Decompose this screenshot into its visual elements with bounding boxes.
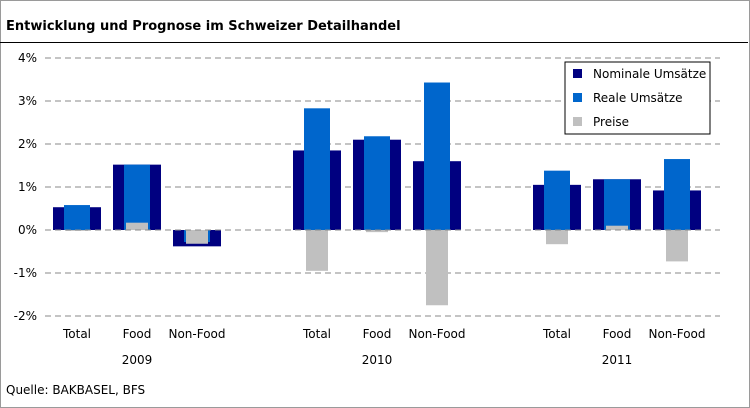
y-tick-label: 4% — [18, 51, 37, 65]
bar-preise-2011-food — [606, 225, 628, 230]
x-category-label: Total — [302, 327, 331, 341]
x-year-label: 2011 — [602, 353, 633, 367]
bar-preise-2009-non-food — [186, 230, 208, 244]
bar-preise-2009-food — [126, 222, 148, 230]
x-category-label: Food — [603, 327, 632, 341]
bar-preise-2010-non-food — [426, 230, 448, 306]
legend-label: Preise — [593, 115, 629, 129]
legend-swatch — [573, 93, 582, 102]
x-category-label: Food — [123, 327, 152, 341]
x-axis: Total Food Non-Food 2009 Total Food Non-Food 20… — [62, 327, 706, 367]
bar-reale-ums-tze-2011-food — [604, 179, 630, 230]
y-tick-label: 2% — [18, 137, 37, 151]
bar-reale-ums-tze-2010-food — [364, 136, 390, 230]
source-note: Quelle: BAKBASEL, BFS — [6, 383, 146, 397]
bar-preise-2010-food — [366, 230, 388, 233]
y-tick-label: -1% — [14, 266, 37, 280]
bar-preise-2010-total — [306, 230, 328, 271]
legend-box — [564, 61, 711, 135]
y-tick-label: 0% — [18, 223, 37, 237]
chart-title: Entwicklung und Prognose im Schweizer De… — [6, 19, 401, 34]
bar-reale-ums-tze-2010-total — [304, 108, 330, 230]
x-category-label: Non-Food — [408, 327, 465, 341]
x-category-label: Total — [62, 327, 91, 341]
y-tick-label: 3% — [18, 94, 37, 108]
bar-reale-ums-tze-2009-food — [124, 164, 150, 230]
bar-reale-ums-tze-2009-total — [64, 205, 90, 230]
x-year-label: 2010 — [362, 353, 393, 367]
bars — [45, 82, 720, 306]
x-year-label: 2009 — [122, 353, 153, 367]
bar-preise-2011-total — [546, 230, 568, 245]
bar-reale-ums-tze-2011-non-food — [664, 159, 690, 230]
y-tick-label: 1% — [18, 180, 37, 194]
x-category-label: Non-Food — [168, 327, 225, 341]
legend-swatch — [573, 117, 582, 126]
x-category-label: Non-Food — [648, 327, 705, 341]
bar-preise-2011-non-food — [666, 230, 688, 262]
y-tick-label: -2% — [14, 309, 37, 323]
legend-label: Nominale Umsätze — [593, 67, 706, 81]
x-category-label: Total — [542, 327, 571, 341]
legend-swatch — [573, 69, 582, 78]
title-divider — [0, 42, 748, 43]
x-category-label: Food — [363, 327, 392, 341]
y-axis: 4% 3% 2% 1% 0% -1% -2% — [14, 51, 37, 323]
bar-reale-ums-tze-2011-total — [544, 170, 570, 230]
legend: Nominale Umsätze Reale Umsätze Preise — [564, 61, 711, 135]
bar-reale-ums-tze-2010-non-food — [424, 82, 450, 230]
legend-label: Reale Umsätze — [593, 91, 683, 105]
